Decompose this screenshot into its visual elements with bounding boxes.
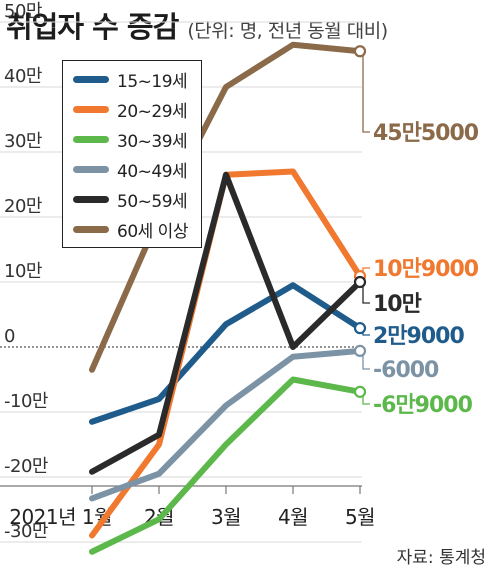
series-end-marker: [353, 385, 367, 398]
legend-swatch: [73, 105, 109, 113]
legend-label: 40~49세: [117, 161, 188, 182]
legend-label: 20~29세: [117, 101, 188, 122]
series-line: [89, 171, 363, 475]
y-tick-label: 30만: [4, 131, 42, 152]
legend: 15~19세 20~29세 30~39세 40~49세 50~59세 60세 이상: [62, 60, 202, 248]
chart-subtitle: (단위: 명, 전년 동월 대비): [187, 20, 388, 42]
y-tick-label: 40만: [4, 66, 42, 87]
legend-swatch: [73, 225, 109, 233]
legend-swatch: [73, 135, 109, 143]
series-layer: [89, 41, 363, 555]
series-line: [89, 41, 363, 373]
chart-title: 취업자 수 증감: [6, 10, 179, 44]
legend-swatch: [73, 75, 109, 83]
x-tick-label: 4월: [278, 505, 308, 529]
y-tick-label: 0: [4, 326, 15, 347]
series-end-label: 2만9000: [373, 324, 464, 349]
series-end-marker: [353, 275, 367, 289]
series-end-label: -6만9000: [373, 393, 473, 418]
series-line: [89, 347, 363, 502]
y-tick-label: -10만: [4, 391, 48, 412]
series-line: [89, 376, 363, 555]
legend-item: 50~59세: [63, 184, 201, 214]
end-label-layer: 2만9000 10만9000 -6만9000 -6000 10만 45만5000: [353, 45, 480, 418]
series-line: [89, 282, 363, 425]
end-label-leader: [360, 50, 370, 133]
series-end-label: 10만: [373, 292, 422, 317]
source-note: 자료: 통계청: [396, 548, 486, 568]
legend-item: 40~49세: [63, 154, 201, 184]
y-tick-label: -30만: [4, 521, 48, 542]
legend-label: 50~59세: [117, 191, 188, 212]
legend-item: 15~19세: [63, 64, 201, 94]
series-end-label: 10만9000: [373, 257, 479, 282]
legend-item: 20~29세: [63, 94, 201, 124]
legend-label: 60세 이상: [117, 221, 188, 242]
series-end-marker: [353, 45, 367, 58]
y-tick-label: 10만: [4, 261, 42, 282]
y-tick-label: 20만: [4, 196, 42, 217]
y-tick-label: 50만: [4, 1, 42, 22]
legend-swatch: [73, 195, 109, 203]
series-end-label: 45만5000: [373, 121, 479, 146]
series-end-label: -6000: [373, 358, 439, 383]
x-tick-label: 5월: [345, 505, 375, 529]
y-tick-label: -20만: [4, 456, 48, 477]
x-tick-label: 3월: [211, 505, 241, 529]
title-row: 취업자 수 증감 (단위: 명, 전년 동월 대비): [6, 4, 388, 46]
legend-item: 30~39세: [63, 124, 201, 154]
legend-label: 30~39세: [117, 131, 188, 152]
legend-label: 15~19세: [117, 71, 188, 92]
x-tick-label: 2021년 1월: [9, 505, 112, 529]
series-end-marker: [353, 344, 367, 357]
legend-swatch: [73, 165, 109, 173]
series-end-marker: [353, 322, 367, 335]
legend-item: 60세 이상: [63, 214, 201, 244]
